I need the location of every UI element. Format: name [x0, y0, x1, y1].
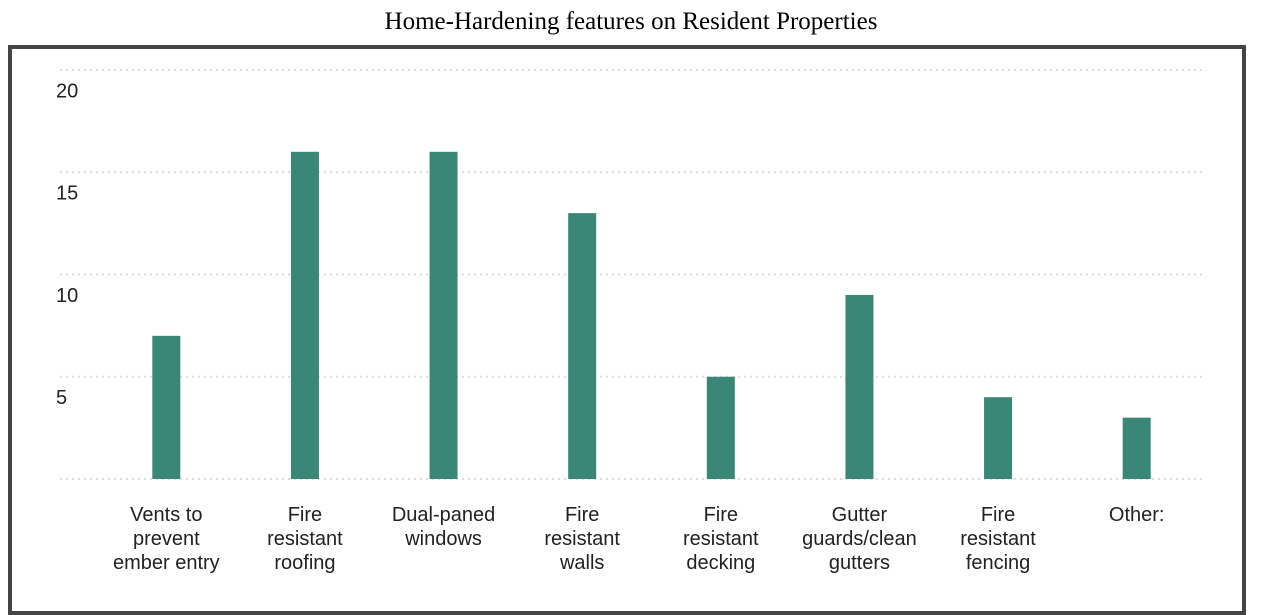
y-tick-label: 10	[56, 285, 78, 307]
bar	[152, 335, 181, 479]
x-tick-label: Gutter guards/clean gutters	[802, 504, 917, 574]
y-tick-label: 20	[56, 80, 78, 102]
page: Home-Hardening features on Resident Prop…	[8, 8, 1246, 615]
x-tick-label: Vents to prevent ember entry	[112, 504, 220, 574]
y-tick-label: 15	[56, 183, 78, 205]
x-tick-label: Fire resistant fencing	[960, 504, 1036, 574]
bar	[984, 397, 1013, 479]
x-tick-label: Other:	[1108, 504, 1165, 526]
x-tick-label: Fire resistant decking	[683, 504, 759, 574]
bar	[1122, 417, 1151, 479]
chart: 5 10 15 20	[56, 69, 1206, 480]
x-tick-label: Fire resistant roofing	[267, 504, 343, 574]
bar	[290, 151, 319, 480]
x-tick-label: Dual-paned windows	[391, 504, 496, 550]
x-tick-label: Fire resistant walls	[544, 504, 620, 574]
bar	[845, 294, 874, 479]
bar	[429, 151, 458, 480]
bar	[568, 213, 597, 479]
bar	[706, 376, 735, 479]
y-tick-label: 5	[56, 387, 67, 409]
chart-title: Home-Hardening features on Resident Prop…	[384, 8, 878, 35]
